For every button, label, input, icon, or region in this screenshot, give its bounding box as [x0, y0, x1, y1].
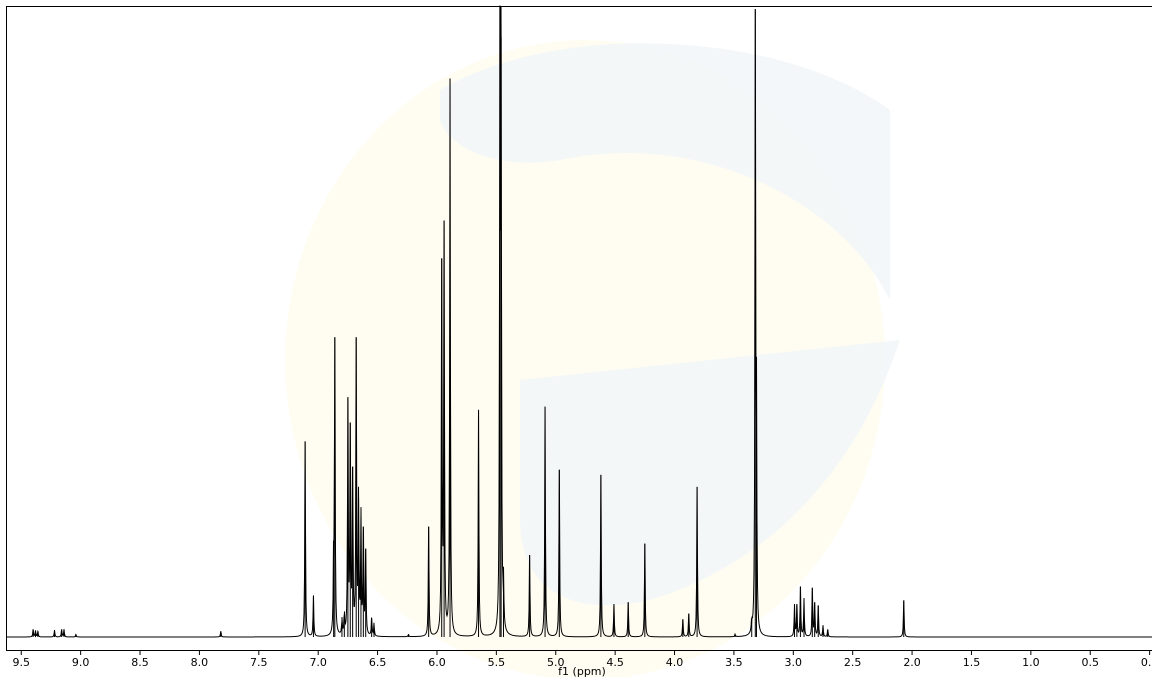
x-tick-label: 3.0	[785, 656, 803, 669]
x-tick-label: 9.5	[13, 656, 31, 669]
x-tick-label: 7.5	[250, 656, 268, 669]
x-tick-label: 9.0	[72, 656, 90, 669]
spectrum-line	[7, 5, 1152, 638]
x-tick-label: 7.0	[309, 656, 327, 669]
x-tick-label: 1.0	[1022, 656, 1040, 669]
x-tick-label: 2.0	[903, 656, 921, 669]
x-tick-label: 6.0	[428, 656, 446, 669]
x-tick-label: 6.5	[369, 656, 387, 669]
x-tick-label: 8.5	[131, 656, 149, 669]
x-tick-label: 0.5	[1081, 656, 1099, 669]
x-tick-label: 4.5	[606, 656, 624, 669]
x-axis-ticks	[20, 650, 1151, 655]
x-tick-label: 3.5	[725, 656, 743, 669]
x-tick-label: 8.0	[191, 656, 209, 669]
x-axis-title: f1 (ppm)	[558, 665, 606, 677]
peak-marks	[32, 6, 905, 637]
x-axis-tick-labels: 9.5 9.0 8.5 8.0 7.5 7.0 6.5 6.0 5.5 5.0 4.5 4.0 3.5 3…	[13, 656, 1152, 669]
x-tick-label: 2.5	[844, 656, 862, 669]
x-tick-label: 0.0	[1141, 656, 1152, 669]
x-tick-label: 5.0	[547, 656, 565, 669]
watermark-logo	[285, 40, 900, 677]
x-tick-label: 1.5	[963, 656, 981, 669]
x-tick-label: 4.0	[666, 656, 684, 669]
x-tick-label: 5.5	[488, 656, 506, 669]
